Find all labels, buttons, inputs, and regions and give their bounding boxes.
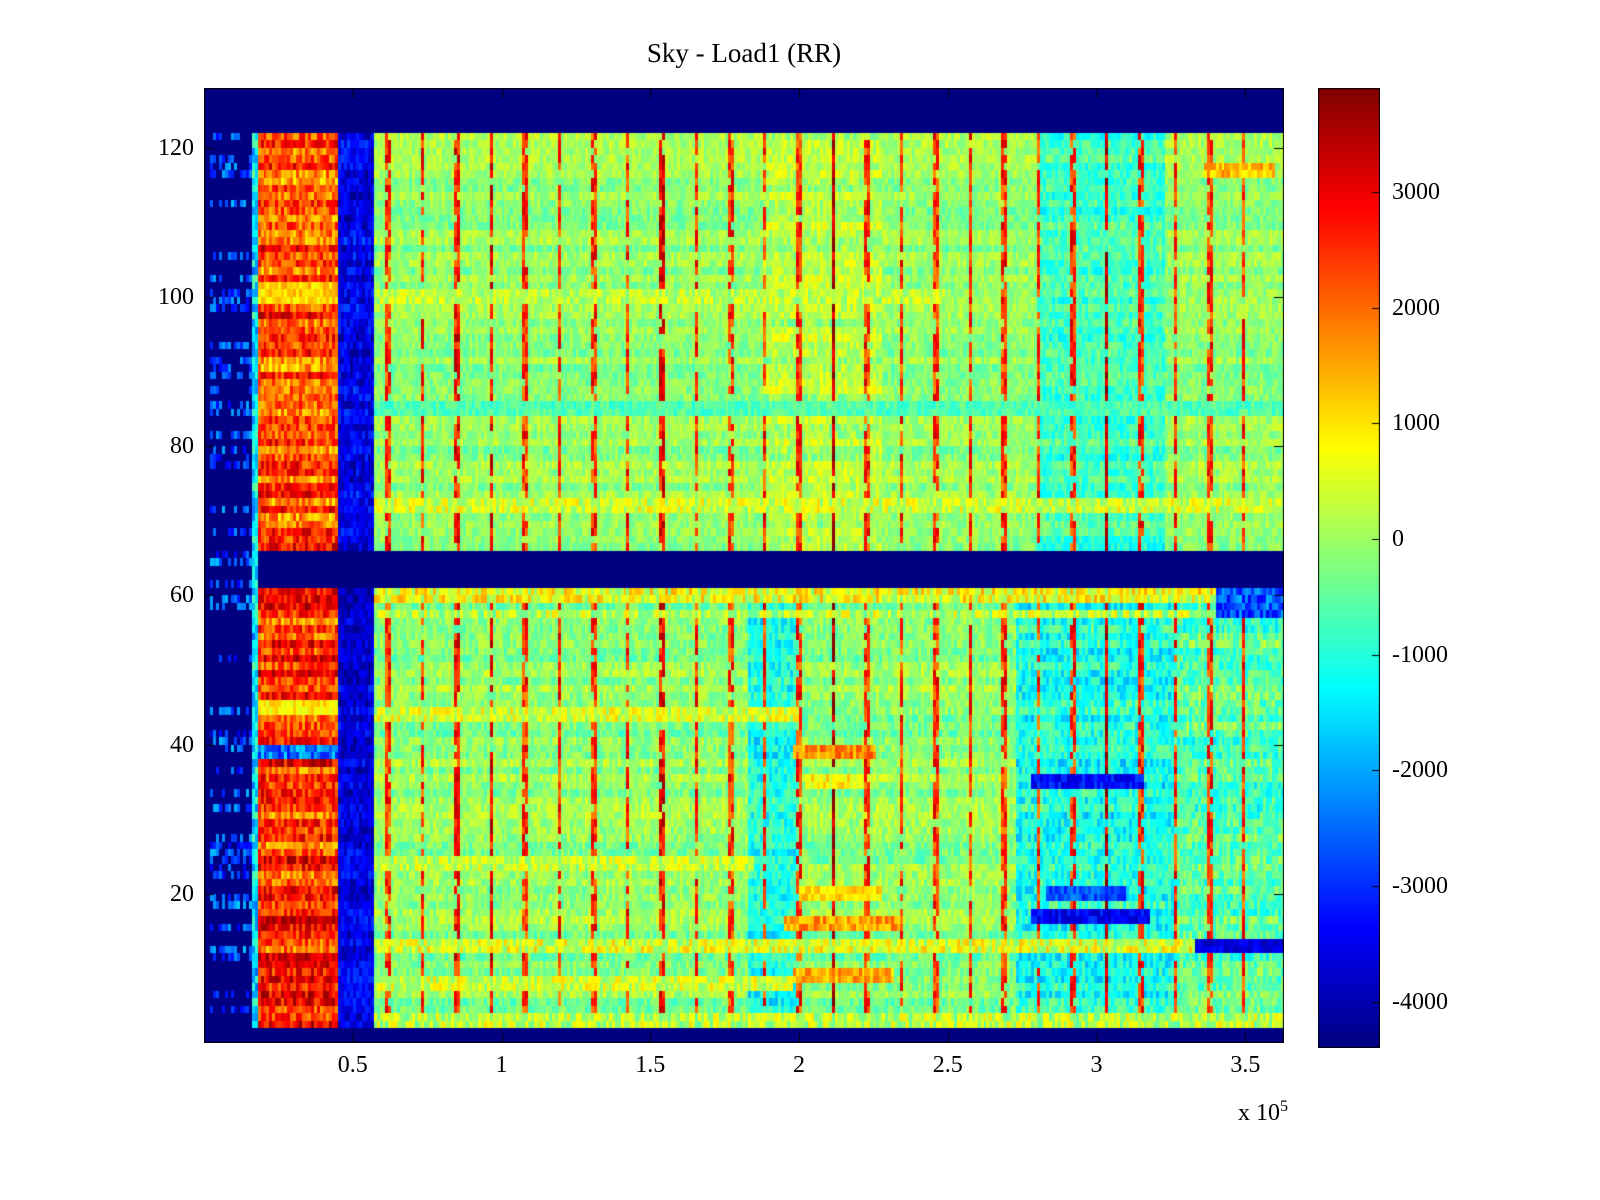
y-tick-label: 20 xyxy=(170,880,194,907)
colorbar-tick-label: -2000 xyxy=(1392,757,1448,784)
x-axis-multiplier-base: x 10 xyxy=(1238,1100,1280,1126)
chart-title: Sky - Load1 (RR) xyxy=(646,38,842,68)
colorbar-tick-label: -3000 xyxy=(1392,873,1448,900)
heatmap-plot-area xyxy=(204,88,1284,1043)
y-tick-label: 120 xyxy=(158,134,194,161)
x-tick-label: 2 xyxy=(793,1052,806,1078)
heatmap-canvas xyxy=(204,88,1284,1043)
colorbar-tick-label: 3000 xyxy=(1392,179,1440,206)
x-tick-label: 1.5 xyxy=(635,1052,666,1078)
y-tick-label: 60 xyxy=(170,582,194,609)
y-tick-label: 100 xyxy=(158,283,194,310)
x-axis-multiplier-exponent: 5 xyxy=(1280,1098,1288,1115)
colorbar xyxy=(1318,88,1380,1048)
x-tick-label: 2.5 xyxy=(932,1052,963,1078)
colorbar-tick-label: 2000 xyxy=(1392,294,1440,321)
colorbar-tick-label: 1000 xyxy=(1392,410,1440,437)
x-tick-label: 3.5 xyxy=(1230,1052,1261,1078)
colorbar-tick-label: -1000 xyxy=(1392,641,1448,668)
colorbar-tick-label: 0 xyxy=(1392,526,1404,553)
x-tick-label: 1 xyxy=(495,1052,508,1078)
y-tick-label: 80 xyxy=(170,433,194,460)
y-tick-label: 40 xyxy=(170,731,194,758)
x-tick-label: 3 xyxy=(1090,1052,1103,1078)
colorbar-canvas xyxy=(1318,88,1380,1048)
x-tick-label: 0.5 xyxy=(337,1052,368,1078)
colorbar-tick-label: -4000 xyxy=(1392,988,1448,1015)
x-axis-multiplier: x 105 xyxy=(1088,1098,1288,1128)
